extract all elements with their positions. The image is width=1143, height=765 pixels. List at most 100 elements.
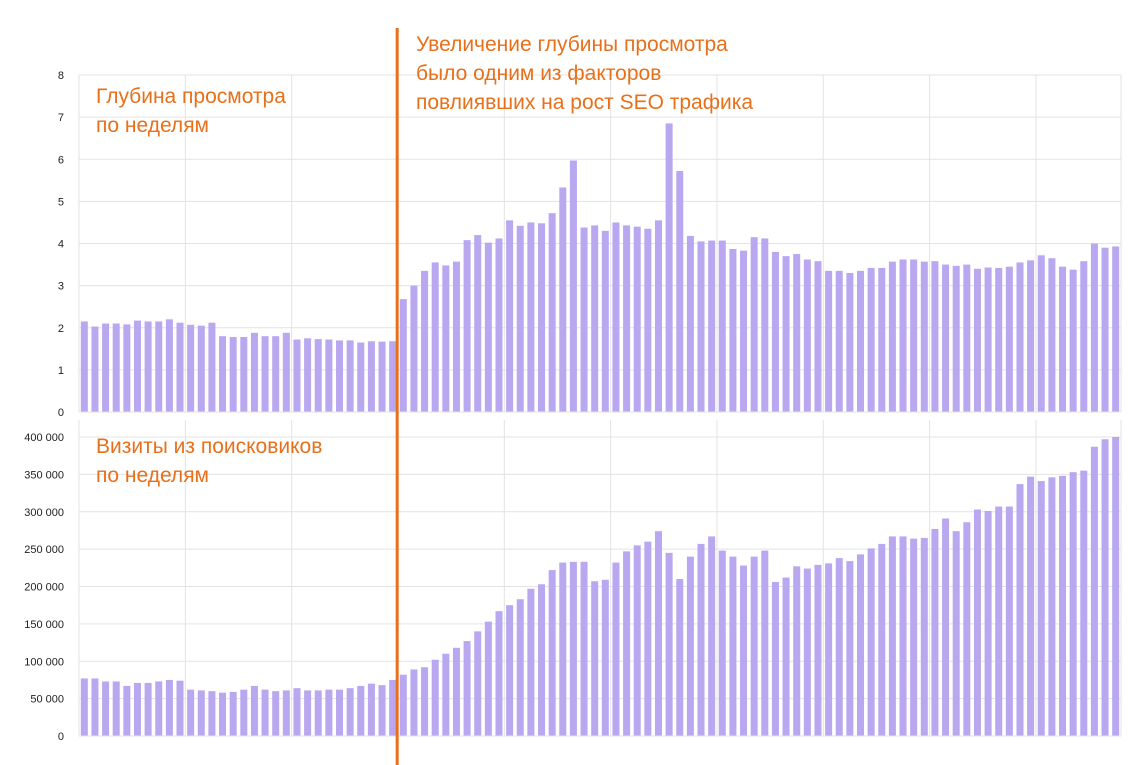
visits-bar: [378, 685, 386, 736]
depth-bar: [484, 242, 492, 412]
depth-bar: [250, 332, 258, 412]
visits-bar: [155, 681, 163, 736]
depth-bar: [144, 321, 152, 412]
visits-bar: [463, 641, 471, 736]
depth-bar: [740, 250, 748, 412]
visits-bar: [516, 599, 524, 736]
depth-bar: [718, 240, 726, 412]
depth-bar: [729, 248, 737, 412]
depth-bar: [878, 267, 886, 412]
depth-bar: [378, 341, 386, 412]
depth-bar: [580, 227, 588, 412]
depth-bar: [1027, 260, 1035, 412]
depth-bar: [963, 264, 971, 412]
visits-bar: [1069, 472, 1077, 736]
visits-bar: [506, 605, 514, 736]
visits-bar: [1101, 439, 1109, 736]
visits-bar: [219, 692, 227, 736]
depth-bar: [697, 241, 705, 412]
depth-bar: [952, 265, 960, 412]
visits-bar: [1005, 506, 1013, 736]
depth-bar: [686, 235, 694, 412]
visits-bar: [240, 689, 248, 736]
depth-bar: [973, 268, 981, 412]
visits-bar: [569, 561, 577, 736]
depth-bar: [1080, 261, 1088, 412]
visits-bar: [676, 579, 684, 736]
depth-bar: [229, 337, 237, 412]
depth-bar: [761, 238, 769, 412]
visits-bar: [718, 550, 726, 736]
depth-chart-panel: 0 1 2 3 4 5 6 7 8: [58, 70, 1122, 419]
depth-bar: [825, 270, 833, 412]
visits-y-tick-label: 350 000: [24, 469, 64, 481]
visits-bar: [314, 690, 322, 736]
depth-y-tick-label: 4: [58, 239, 64, 251]
visits-bar: [814, 564, 822, 736]
depth-bar: [506, 220, 514, 412]
marker-annotation-line-3: повлиявших на рост SEO трафика: [416, 91, 754, 114]
depth-bar: [325, 339, 333, 412]
depth-bar: [1090, 243, 1098, 412]
visits-bar: [1080, 470, 1088, 736]
visits-bar: [1027, 476, 1035, 736]
visits-bar: [708, 536, 716, 736]
visits-bar: [80, 678, 88, 736]
visits-y-tick-label: 300 000: [24, 507, 64, 519]
visits-bar: [793, 566, 801, 736]
visits-bar: [293, 688, 301, 736]
visits-bar: [740, 565, 748, 736]
visits-chart-panel: 0 50 000 100 000 150 000 200 000 250 000 300 0…: [24, 420, 1122, 743]
depth-bar: [102, 323, 110, 412]
visits-bar: [1090, 446, 1098, 736]
visits-bar: [102, 681, 110, 736]
depth-bar: [633, 226, 641, 412]
depth-bar: [1005, 266, 1013, 412]
depth-bar: [123, 324, 131, 412]
depth-bar: [708, 240, 716, 412]
visits-bar: [654, 531, 662, 736]
depth-bar: [920, 261, 928, 412]
depth-bar: [835, 270, 843, 412]
depth-bar: [782, 256, 790, 412]
visits-bar: [272, 691, 280, 736]
visits-title-line-2: по неделям: [96, 464, 209, 487]
marker-annotation-line-1: Увеличение глубины просмотра: [416, 33, 728, 56]
visits-y-tick-label: 50 000: [30, 694, 64, 706]
visits-bar: [389, 679, 397, 736]
depth-bar: [335, 340, 344, 412]
visits-bar: [729, 556, 737, 736]
visits-bar: [123, 685, 131, 736]
depth-bar: [793, 254, 801, 412]
depth-bar: [133, 320, 141, 412]
depth-bar: [538, 223, 546, 412]
visits-bar: [601, 579, 609, 736]
visits-bar: [261, 689, 269, 736]
visits-bar: [942, 518, 950, 736]
visits-bar: [484, 621, 492, 736]
depth-bar: [314, 339, 322, 412]
visits-bar: [304, 690, 312, 736]
visits-bar: [623, 551, 631, 736]
depth-bar: [431, 262, 439, 412]
visits-bar: [782, 577, 790, 736]
visits-bar: [1048, 477, 1056, 736]
visits-bar: [995, 506, 1003, 736]
depth-bar: [165, 319, 173, 412]
depth-title-line-1: Глубина просмотра: [96, 85, 286, 108]
visits-bar: [197, 690, 205, 736]
depth-bar: [665, 123, 673, 412]
depth-bar: [474, 235, 482, 412]
depth-y-tick-label: 0: [58, 407, 64, 419]
depth-bar: [208, 322, 216, 412]
depth-bar: [112, 323, 120, 412]
depth-bar: [899, 259, 907, 412]
depth-bar: [452, 261, 460, 412]
visits-bar: [250, 685, 258, 736]
visits-bar: [431, 659, 439, 736]
depth-bar: [91, 326, 99, 412]
depth-bar: [814, 261, 822, 412]
depth-bar: [176, 322, 184, 412]
visits-bar: [442, 653, 450, 736]
